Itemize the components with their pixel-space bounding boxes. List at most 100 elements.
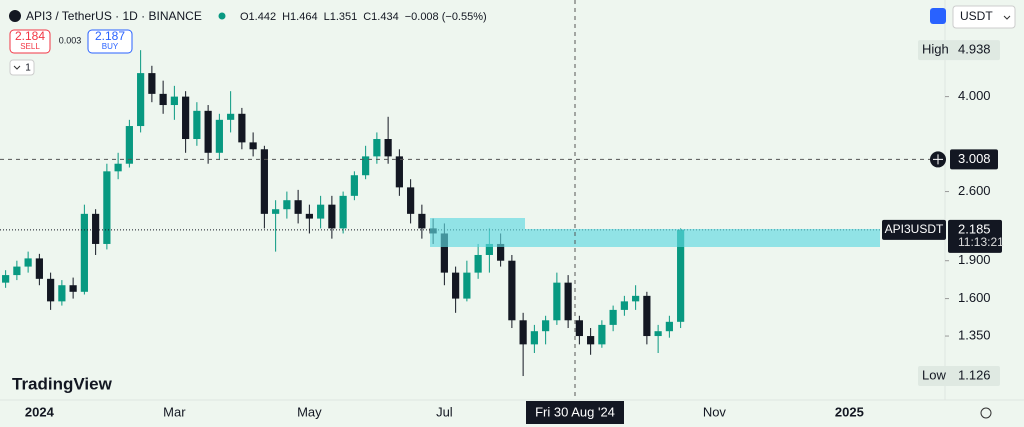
buy-price: 2.187 xyxy=(95,29,125,43)
settings-icon[interactable] xyxy=(980,407,992,419)
candle-body xyxy=(193,110,201,140)
candle-body xyxy=(362,156,370,176)
candle-body xyxy=(2,275,10,283)
candle-body xyxy=(170,96,178,106)
candle-body xyxy=(452,272,460,299)
ohlc-legend: O1.442 H1.464 L1.351 C1.434 −0.008 (−0.55%) xyxy=(240,11,487,23)
candle-body xyxy=(395,156,403,188)
candle-body xyxy=(317,204,325,219)
candle-body xyxy=(654,331,662,337)
x-tick-label: Mar xyxy=(163,404,186,419)
y-tick-label: 1.600 xyxy=(958,290,991,305)
chevron xyxy=(13,65,21,70)
sync-button[interactable] xyxy=(930,8,946,24)
ohlc-value: −0.008 (−0.55%) xyxy=(405,11,487,23)
candle-body xyxy=(249,142,257,150)
last-price-name: API3USDT xyxy=(885,222,944,236)
indicators-toggle[interactable] xyxy=(9,59,35,76)
candle-body xyxy=(553,282,561,321)
candle-body xyxy=(418,213,426,229)
candle-body xyxy=(92,213,100,244)
candle-body xyxy=(339,195,347,229)
currency: USDT xyxy=(960,9,993,23)
currency-select[interactable] xyxy=(952,5,1016,29)
candle-body xyxy=(80,213,88,292)
symbol[interactable]: API3 / TetherUS · 1D · BINANCE xyxy=(26,9,202,23)
candle-body xyxy=(260,149,268,214)
candle-body xyxy=(373,139,381,157)
candle-body xyxy=(620,301,628,310)
ohlc-value: O1.442 xyxy=(240,11,276,23)
chevron xyxy=(1003,15,1011,20)
y-tick-label: 1.350 xyxy=(958,327,991,342)
candle-body xyxy=(598,324,606,345)
candle-body xyxy=(530,331,538,345)
candle-body xyxy=(542,320,550,332)
candle-body xyxy=(407,187,415,214)
candle-body xyxy=(440,233,448,273)
x-tick-label: Jul xyxy=(436,404,453,419)
zone-band xyxy=(525,229,880,247)
candle-body xyxy=(485,243,493,255)
candle-body xyxy=(272,209,280,214)
x-tick-label: 2025 xyxy=(835,404,864,419)
high-value: 4.938 xyxy=(958,42,991,57)
last-price-tag xyxy=(948,219,1002,253)
candle-body xyxy=(587,336,595,345)
last-price-name-tag xyxy=(882,219,946,240)
last-price-value: 2.185 xyxy=(958,221,991,236)
sell-button[interactable] xyxy=(9,29,51,54)
crosshair-date-tag xyxy=(526,401,624,424)
crosshair-price-tag xyxy=(950,149,998,170)
countdown: 11:13:21 xyxy=(958,235,1004,249)
candle-body xyxy=(137,73,145,127)
candle-body xyxy=(463,272,471,299)
candle-body xyxy=(69,285,77,292)
candle-body xyxy=(35,258,43,279)
indicator-count: 1 xyxy=(25,63,31,74)
ohlc-value: L1.351 xyxy=(324,11,358,23)
y-tick-label: 2.600 xyxy=(958,183,991,198)
candle-body xyxy=(13,266,21,276)
plus-icon xyxy=(933,154,943,165)
candle-body xyxy=(215,119,223,153)
candle-body xyxy=(328,204,336,229)
candle-body xyxy=(508,260,516,321)
candle-body xyxy=(294,200,302,214)
status-dot xyxy=(218,12,226,20)
logo: TradingView xyxy=(12,374,113,393)
candle-body xyxy=(677,229,685,322)
candle-body xyxy=(283,200,291,210)
candle-body xyxy=(519,320,527,345)
x-tick-label: 2024 xyxy=(25,404,55,419)
candle-body xyxy=(125,126,133,164)
low-value: 1.126 xyxy=(958,367,991,382)
crosshair-date: Fri 30 Aug '24 xyxy=(535,404,615,419)
candle-body xyxy=(643,295,651,337)
high-label: High xyxy=(922,42,949,57)
candle-body xyxy=(182,96,190,140)
low-tag xyxy=(918,366,1000,387)
low-label: Low xyxy=(922,367,946,382)
candle-body xyxy=(103,171,111,244)
candle-body xyxy=(350,175,358,196)
x-tick-label: May xyxy=(297,404,322,419)
candle-body xyxy=(665,321,673,332)
candle-body xyxy=(58,285,66,302)
candle-body xyxy=(384,139,392,157)
candle-body xyxy=(564,282,572,321)
plot xyxy=(0,50,949,377)
candle-body xyxy=(474,254,482,273)
buy-label: BUY xyxy=(102,42,119,51)
overlay: 1.350 1.600 1.900 2.600 4.000 2024 Mar May Jul No… xyxy=(25,40,1004,424)
buy-button[interactable] xyxy=(87,29,133,54)
candle-body xyxy=(204,110,212,153)
candle-body xyxy=(497,243,505,261)
candle-body xyxy=(305,213,313,219)
candle-body xyxy=(159,93,167,106)
symbol-icon xyxy=(9,10,21,22)
sell-label: SELL xyxy=(20,42,40,51)
